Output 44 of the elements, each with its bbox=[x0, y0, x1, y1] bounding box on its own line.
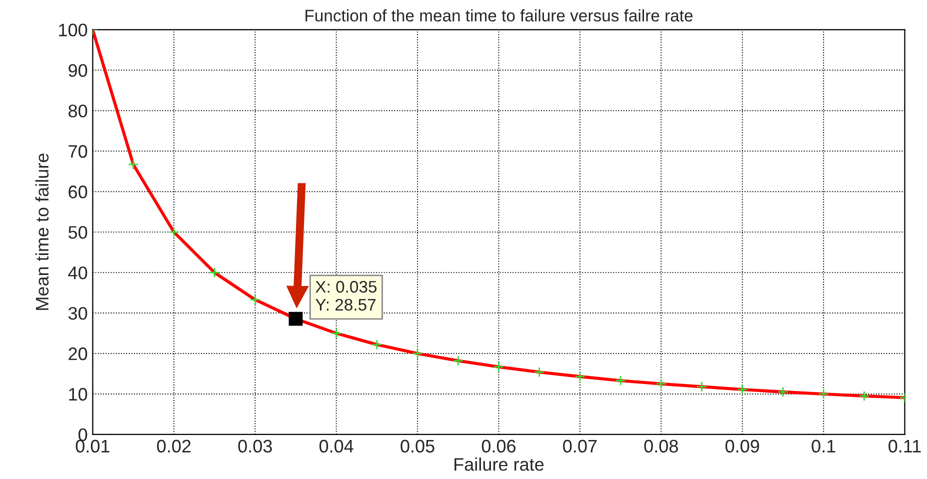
annotation: X: 0.035 Y: 28.57 bbox=[316, 280, 377, 311]
y-tick-label: 70 bbox=[68, 145, 88, 158]
point bbox=[656, 378, 666, 390]
y-tick-label: 40 bbox=[68, 266, 88, 280]
x-tick-label: 0.01 bbox=[76, 440, 110, 453]
y-tick-label: 90 bbox=[68, 64, 88, 77]
x-axis-title: Failure rate bbox=[454, 458, 544, 471]
chart-title: Function of the mean time to failure versus failre rate bbox=[306, 9, 693, 22]
x-tick-label: 0.08 bbox=[644, 440, 678, 453]
point bbox=[209, 267, 220, 278]
x-tick-label: 0.09 bbox=[725, 440, 760, 453]
x-tick-label: 0.07 bbox=[563, 440, 597, 453]
x-tick-label: 0.1 bbox=[812, 440, 836, 453]
y-axis-title: Mean time to failure bbox=[35, 154, 49, 310]
y-tick-label: 50 bbox=[68, 226, 88, 239]
point bbox=[778, 386, 788, 398]
y-tick-label: 80 bbox=[68, 104, 88, 118]
point bbox=[493, 362, 504, 372]
point bbox=[534, 366, 545, 378]
x-tick-label: 0.06 bbox=[482, 440, 516, 453]
point bbox=[372, 339, 382, 350]
x-tick-label: 0.11 bbox=[888, 440, 921, 453]
point bbox=[736, 384, 748, 395]
y-tick-label: 20 bbox=[68, 347, 88, 360]
y-tick-label: 0 bbox=[78, 428, 88, 442]
point bbox=[615, 375, 626, 386]
x-tick-label: 0.02 bbox=[157, 440, 191, 453]
x-tick-label: 0.04 bbox=[319, 440, 354, 453]
y-tick-label: 60 bbox=[68, 186, 88, 198]
point bbox=[818, 388, 829, 400]
point bbox=[412, 348, 423, 359]
point bbox=[858, 390, 870, 402]
point bbox=[330, 328, 342, 339]
point bbox=[128, 159, 139, 170]
point bbox=[452, 355, 464, 366]
y-tick-label: 30 bbox=[68, 306, 88, 320]
y-tick-label: 10 bbox=[69, 388, 88, 401]
y-tick-label: 100 bbox=[59, 24, 88, 36]
x-tick-label: 0.03 bbox=[238, 440, 272, 453]
point bbox=[250, 294, 260, 306]
point bbox=[168, 226, 180, 238]
x-tick-label: 0.05 bbox=[400, 440, 434, 453]
point bbox=[574, 371, 586, 382]
point bbox=[696, 381, 708, 392]
